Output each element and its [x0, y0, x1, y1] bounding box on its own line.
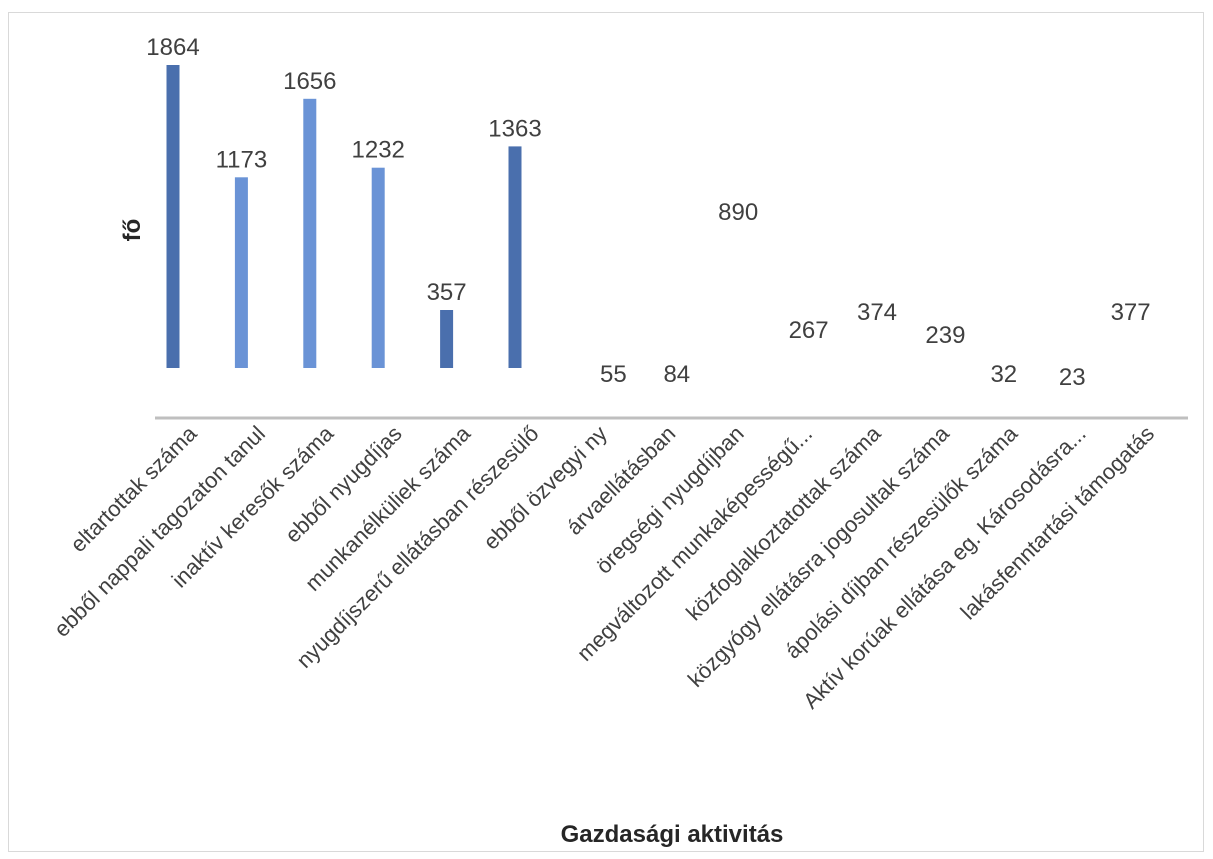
bar-3	[303, 98, 317, 369]
data-label-7: 55	[600, 361, 627, 388]
x-tick-label-6: nyugdíjszerű ellátásban részesülő	[292, 421, 544, 673]
data-label-5: 357	[427, 279, 467, 306]
data-label-4: 1232	[352, 137, 405, 164]
data-label-8: 84	[663, 361, 690, 388]
x-axis-title: Gazdasági aktivitás	[561, 821, 784, 848]
bar-6	[508, 146, 522, 368]
y-axis-title: fő	[119, 219, 146, 242]
data-label-11: 374	[857, 299, 897, 326]
bar-5	[440, 310, 454, 368]
x-tick-label-1: eltartottak száma	[65, 420, 202, 557]
data-label-13: 32	[990, 361, 1017, 388]
data-label-1: 1864	[146, 34, 199, 61]
bar-1	[166, 65, 180, 368]
data-label-10: 267	[789, 317, 829, 344]
chart-frame	[8, 12, 1204, 852]
bar-10	[782, 324, 796, 368]
x-tick-label-4: ebből nyugdíjas	[280, 421, 407, 548]
data-label-2: 1173	[216, 146, 268, 173]
data-label-6: 1363	[488, 115, 541, 142]
bar-2	[234, 177, 248, 368]
bar-12	[918, 329, 932, 368]
x-tick-label-7: ebből özvegyi ny	[478, 421, 612, 555]
bar-7	[576, 359, 590, 368]
data-label-12: 239	[925, 322, 965, 349]
data-label-14: 23	[1059, 364, 1086, 391]
bar-9	[713, 223, 727, 368]
bar-15	[1124, 306, 1138, 368]
bar-11	[850, 307, 864, 368]
data-label-9: 890	[718, 199, 758, 226]
bar-8	[645, 354, 659, 368]
data-label-15: 377	[1111, 299, 1151, 326]
bar-14	[1055, 364, 1069, 368]
bar-4	[371, 167, 385, 368]
bars-group	[166, 65, 1138, 369]
data-label-3: 1656	[283, 68, 336, 95]
bar-13	[987, 362, 1001, 368]
value-labels-group: 1864 1173 1656 1232 357 1363 55 84 890 267 374 239 3…	[146, 34, 1150, 391]
